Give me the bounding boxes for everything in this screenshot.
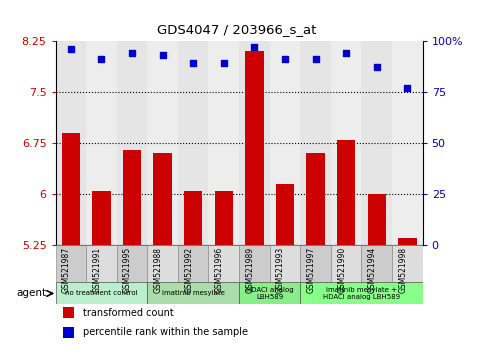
Text: agent: agent — [16, 289, 46, 298]
Bar — [331, 41, 361, 245]
Bar — [361, 41, 392, 245]
Text: GSM521989: GSM521989 — [245, 247, 255, 293]
Bar — [63, 307, 74, 318]
Text: percentile rank within the sample: percentile rank within the sample — [83, 327, 248, 337]
Bar — [270, 245, 300, 282]
Text: GSM521993: GSM521993 — [276, 247, 285, 293]
Bar — [306, 153, 325, 245]
Point — [373, 64, 381, 70]
Text: GSM521997: GSM521997 — [307, 247, 315, 293]
Bar — [56, 41, 86, 245]
Bar — [178, 41, 209, 245]
Bar — [86, 245, 117, 282]
Bar — [147, 282, 239, 304]
Text: imatinib mesylate: imatinib mesylate — [162, 291, 225, 296]
Point — [342, 50, 350, 56]
Text: transformed count: transformed count — [83, 308, 174, 318]
Bar — [209, 41, 239, 245]
Text: GSM521998: GSM521998 — [398, 247, 407, 293]
Point — [159, 52, 167, 58]
Bar — [270, 41, 300, 245]
Text: GSM521992: GSM521992 — [184, 247, 193, 293]
Bar — [56, 282, 147, 304]
Bar — [300, 282, 423, 304]
Text: GSM521996: GSM521996 — [215, 247, 224, 293]
Bar — [398, 238, 416, 245]
Bar — [245, 51, 264, 245]
Bar — [214, 190, 233, 245]
Point — [281, 56, 289, 62]
Bar — [331, 245, 361, 282]
Point — [220, 61, 227, 66]
Text: GDS4047 / 203966_s_at: GDS4047 / 203966_s_at — [157, 23, 316, 36]
Point — [67, 46, 75, 52]
Bar — [209, 245, 239, 282]
Bar — [239, 282, 300, 304]
Bar — [300, 245, 331, 282]
Bar — [117, 41, 147, 245]
Bar — [62, 133, 80, 245]
Bar — [147, 41, 178, 245]
Bar — [123, 150, 141, 245]
Text: GSM521990: GSM521990 — [337, 247, 346, 293]
Bar — [117, 245, 147, 282]
Point — [189, 61, 197, 66]
Point — [251, 44, 258, 50]
Bar — [239, 41, 270, 245]
Bar — [154, 153, 172, 245]
Bar — [184, 190, 202, 245]
Bar — [337, 139, 355, 245]
Bar — [276, 184, 294, 245]
Text: GSM521991: GSM521991 — [92, 247, 101, 293]
Bar — [300, 41, 331, 245]
Bar — [63, 327, 74, 338]
Bar — [147, 245, 178, 282]
Bar — [392, 245, 423, 282]
Point — [128, 50, 136, 56]
Point — [312, 56, 319, 62]
Bar — [392, 41, 423, 245]
Bar — [178, 245, 209, 282]
Text: no treatment control: no treatment control — [65, 291, 138, 296]
Bar — [361, 245, 392, 282]
Text: imatinib mesylate +
HDACi analog LBH589: imatinib mesylate + HDACi analog LBH589 — [323, 287, 400, 300]
Point — [98, 56, 105, 62]
Text: GSM521994: GSM521994 — [368, 247, 377, 293]
Text: GSM521988: GSM521988 — [154, 247, 163, 293]
Bar — [239, 245, 270, 282]
Bar — [86, 41, 117, 245]
Bar — [56, 245, 86, 282]
Point — [403, 85, 411, 91]
Text: GSM521987: GSM521987 — [62, 247, 71, 293]
Text: HDACi analog
LBH589: HDACi analog LBH589 — [246, 287, 294, 300]
Text: GSM521995: GSM521995 — [123, 247, 132, 293]
Bar — [92, 190, 111, 245]
Bar — [368, 194, 386, 245]
